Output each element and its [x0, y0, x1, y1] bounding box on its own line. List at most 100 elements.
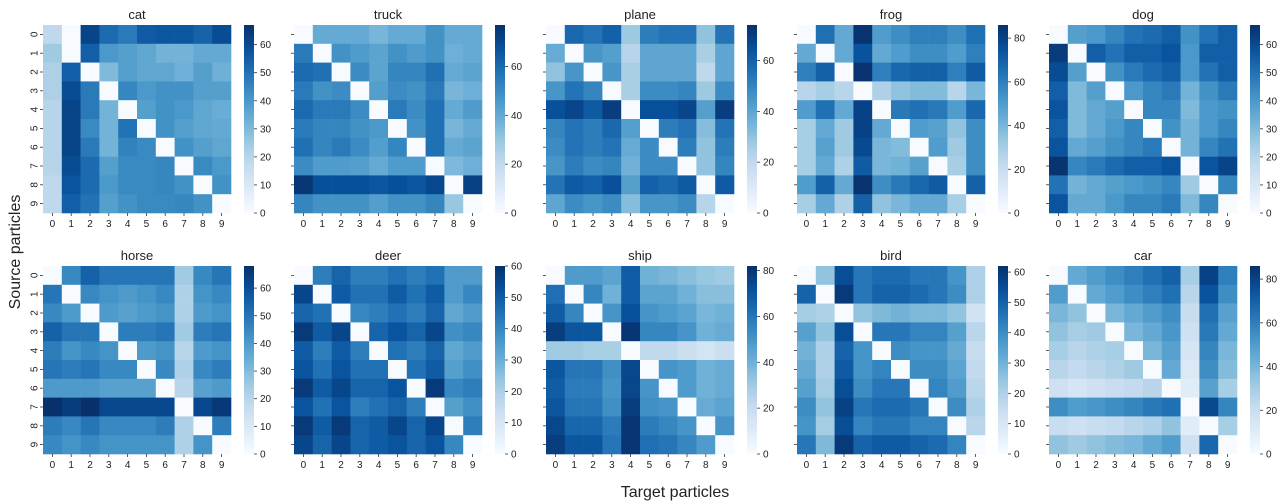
heatmap-cell — [947, 360, 967, 380]
heatmap-cell — [909, 284, 929, 304]
heatmap-cell — [294, 303, 314, 323]
heatmap-cell — [99, 119, 119, 139]
heatmap-cell — [1086, 25, 1106, 45]
colorbar-tick-label: 0 — [260, 209, 266, 220]
heatmap-cell — [350, 43, 370, 63]
heatmap-cell — [815, 25, 835, 45]
heatmap-cell — [583, 62, 603, 82]
heatmap-cell — [406, 62, 426, 82]
colorbar-tick-label: 20 — [1266, 406, 1278, 417]
heatmap-cell — [1218, 25, 1238, 45]
heatmap-cell — [797, 284, 817, 304]
colorbar-tick-label: 0 — [1266, 450, 1272, 461]
x-tick-label: 3 — [106, 219, 112, 230]
heatmap-cell — [137, 435, 157, 455]
heatmap-cell — [891, 43, 911, 63]
heatmap-cell — [797, 81, 817, 101]
heatmap-cell — [797, 137, 817, 157]
heatmap-cell — [369, 266, 389, 286]
heatmap-cell — [43, 137, 63, 157]
heatmap-cell — [312, 341, 332, 361]
heatmap-cell — [1218, 360, 1238, 380]
heatmap-cell — [909, 137, 929, 157]
y-tick-label: 0 — [30, 272, 41, 278]
heatmap-cell — [715, 156, 735, 176]
heatmap-cell — [891, 303, 911, 323]
heatmap-cell — [602, 137, 622, 157]
heatmap-cell — [406, 156, 426, 176]
colorbar-tick-label: 80 — [1266, 275, 1278, 286]
heatmap-cell — [891, 416, 911, 436]
heatmap-cell — [406, 119, 426, 139]
heatmap-cell — [564, 284, 584, 304]
x-tick-label: 4 — [879, 219, 885, 230]
heatmap-cell — [118, 322, 138, 342]
heatmap-cell — [193, 62, 213, 82]
heatmap-cell — [193, 397, 213, 417]
heatmap-cell — [1180, 137, 1200, 157]
heatmap-cell — [43, 284, 63, 304]
heatmap-cell — [947, 62, 967, 82]
heatmap-cell — [155, 100, 175, 120]
heatmap-cell — [696, 156, 716, 176]
heatmap-cell — [350, 266, 370, 286]
heatmap-cell — [312, 43, 332, 63]
heatmap-cell — [1218, 62, 1238, 82]
heatmap-cell — [174, 119, 194, 139]
heatmap-cell — [212, 175, 232, 195]
x-tick-label: 8 — [451, 219, 457, 230]
colorbar — [495, 266, 505, 454]
heatmap-cell — [966, 416, 986, 436]
heatmap-cell — [583, 156, 603, 176]
heatmap-cell — [640, 175, 660, 195]
heatmap-cell — [118, 81, 138, 101]
heatmap-cell — [80, 119, 100, 139]
heatmap-cell — [928, 156, 948, 176]
colorbar — [244, 266, 254, 454]
heatmap-cell — [1086, 119, 1106, 139]
heatmap-cell — [1199, 284, 1219, 304]
heatmap-cell — [928, 43, 948, 63]
heatmap-cell — [621, 156, 641, 176]
heatmap-cell — [834, 100, 854, 120]
x-tick-label: 3 — [357, 460, 363, 471]
heatmap-cell — [1143, 100, 1163, 120]
heatmap-cell — [909, 360, 929, 380]
heatmap-cell — [1124, 435, 1144, 455]
heatmap-cell — [696, 341, 716, 361]
heatmap-cell — [193, 435, 213, 455]
heatmap-cell — [137, 100, 157, 120]
y-tick-label: 9 — [30, 200, 41, 206]
x-tick-label: 6 — [665, 460, 671, 471]
heatmap-cell — [1067, 435, 1087, 455]
heatmap-cell — [1143, 416, 1163, 436]
colorbar-tick-label: 40 — [763, 358, 775, 369]
heatmap-cell — [444, 62, 464, 82]
heatmap-cell — [80, 341, 100, 361]
heatmap-cell — [212, 322, 232, 342]
heatmap-cell — [1124, 62, 1144, 82]
heatmap-cell — [444, 303, 464, 323]
heatmap-cell — [834, 194, 854, 214]
heatmap-cell — [1199, 156, 1219, 176]
heatmap-cell — [602, 175, 622, 195]
heatmap-cell — [1143, 360, 1163, 380]
heatmap-cell — [583, 435, 603, 455]
heatmap-cell — [853, 360, 873, 380]
heatmap-cell — [658, 137, 678, 157]
heatmap-cell — [909, 303, 929, 323]
heatmap-cell — [815, 322, 835, 342]
heatmap-cell — [834, 175, 854, 195]
x-tick-label: 0 — [50, 460, 56, 471]
heatmap-cell — [815, 156, 835, 176]
heatmap-cell — [1161, 156, 1181, 176]
heatmap-cell — [815, 175, 835, 195]
heatmap-cell — [564, 341, 584, 361]
heatmap-cell — [369, 25, 389, 45]
heatmap-cell — [1049, 156, 1069, 176]
heatmap-cell — [193, 378, 213, 398]
heatmap-cell — [546, 397, 566, 417]
heatmap-cell — [621, 416, 641, 436]
heatmap-cell — [463, 156, 483, 176]
heatmap-cell — [546, 62, 566, 82]
